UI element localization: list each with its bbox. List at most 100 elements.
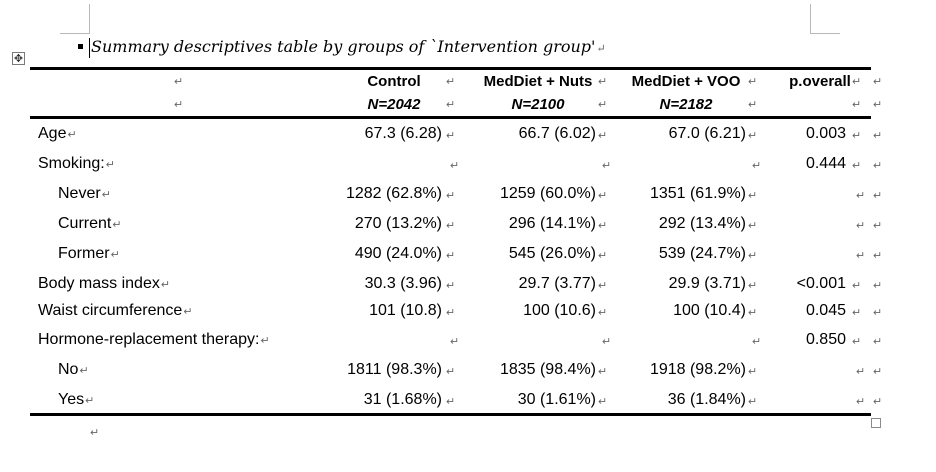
- table-cell[interactable]: 30 (1.61%): [517, 391, 596, 408]
- row-label[interactable]: Hormone-replacement therapy:↵: [38, 330, 270, 351]
- table-cell[interactable]: 292 (13.4%): [658, 215, 746, 232]
- table-cell[interactable]: 0.003: [805, 125, 846, 142]
- cell-end-mark-icon: ↵: [748, 76, 758, 88]
- table-cell[interactable]: 100 (10.4): [673, 302, 746, 319]
- cell-end-mark-icon: ↵: [598, 190, 608, 202]
- cell-end-mark-icon: ↵: [852, 130, 862, 142]
- column-header[interactable]: MedDiet + Nuts: [483, 73, 593, 90]
- cell-end-mark-icon: ↵: [602, 160, 612, 172]
- table-cell[interactable]: 36 (1.84%): [667, 391, 746, 408]
- row-end-mark-icon: ↵: [873, 280, 883, 292]
- table-cell[interactable]: 1282 (62.8%): [345, 185, 442, 202]
- row-label-text: Yes: [58, 391, 85, 408]
- table-cell[interactable]: 0.850: [805, 331, 846, 348]
- page-margin-corner-top-left: [60, 4, 90, 34]
- cell-end-mark-icon: ↵: [446, 280, 456, 292]
- cell-end-mark-icon: ↵: [856, 366, 866, 378]
- cell-end-mark-icon: ↵: [852, 336, 862, 348]
- cell-end-mark-icon: ↵: [852, 307, 862, 319]
- column-header[interactable]: MedDiet + VOO: [631, 73, 741, 90]
- cell-end-mark-icon: ↵: [852, 280, 862, 292]
- cell-end-mark-icon: ↵: [598, 307, 608, 319]
- table-cell[interactable]: 1811 (98.3%): [347, 361, 442, 378]
- table-cell[interactable]: 67.0 (6.21): [668, 125, 746, 142]
- column-sample-size: N=2182: [659, 96, 713, 113]
- row-end-mark-icon: ↵: [873, 160, 883, 172]
- cell-end-mark-icon: ↵: [752, 160, 762, 172]
- table-cell[interactable]: 539 (24.7%): [658, 245, 746, 262]
- row-label[interactable]: Smoking:↵: [38, 154, 115, 175]
- column-sample-size: N=2100: [511, 96, 565, 113]
- table-cell[interactable]: 66.7 (6.02): [518, 125, 596, 142]
- table-cell[interactable]: 100 (10.6): [523, 302, 596, 319]
- cell-end-mark-icon: ↵: [446, 130, 456, 142]
- cell-end-mark-icon: ↵: [446, 220, 456, 232]
- row-label-text: Smoking:: [38, 155, 105, 172]
- table-cell[interactable]: 0.444: [805, 155, 846, 172]
- cell-end-mark-icon: ↵: [105, 159, 115, 171]
- cell-end-mark-icon: ↵: [174, 99, 184, 111]
- table-caption: Summary descriptives table by groups of …: [78, 36, 606, 58]
- cell-end-mark-icon: ↵: [79, 365, 89, 377]
- table-cell[interactable]: 296 (14.1%): [508, 215, 596, 232]
- paragraph-mark-icon: ↵: [596, 42, 606, 55]
- row-label-text: Never: [58, 185, 101, 202]
- column-sample-size: N=2042: [367, 96, 421, 113]
- table-cell[interactable]: 1918 (98.2%): [649, 361, 746, 378]
- column-header[interactable]: Control: [367, 73, 421, 90]
- table-cell[interactable]: 67.3 (6.28): [364, 125, 442, 142]
- row-label-text: Age: [38, 125, 67, 142]
- cell-end-mark-icon: ↵: [748, 130, 758, 142]
- table-header-border: [30, 116, 871, 119]
- caption-text[interactable]: Summary descriptives table by groups of …: [91, 37, 596, 56]
- row-label-text: Waist circumference: [38, 302, 183, 319]
- cell-end-mark-icon: ↵: [748, 396, 758, 408]
- cell-end-mark-icon: ↵: [260, 335, 270, 347]
- paragraph-mark-icon: ↵: [90, 427, 100, 439]
- row-label-text: Body mass index: [38, 275, 160, 292]
- cell-end-mark-icon: ↵: [446, 307, 456, 319]
- cell-end-mark-icon: ↵: [752, 336, 762, 348]
- cell-end-mark-icon: ↵: [174, 76, 184, 88]
- cell-end-mark-icon: ↵: [856, 220, 866, 232]
- table-cell[interactable]: 29.9 (3.71): [668, 275, 746, 292]
- cell-end-mark-icon: ↵: [852, 99, 862, 111]
- resize-square-icon[interactable]: [871, 418, 881, 428]
- row-label[interactable]: Current↵: [58, 214, 122, 235]
- column-header[interactable]: p.overall: [789, 73, 851, 90]
- row-label[interactable]: Never↵: [58, 184, 111, 205]
- table-cell[interactable]: 31 (1.68%): [363, 391, 442, 408]
- cell-end-mark-icon: ↵: [110, 249, 120, 261]
- table-cell[interactable]: 1259 (60.0%): [499, 185, 596, 202]
- cell-end-mark-icon: ↵: [598, 220, 608, 232]
- row-label[interactable]: Age↵: [38, 124, 77, 145]
- row-label[interactable]: No↵: [58, 360, 89, 381]
- cell-end-mark-icon: ↵: [748, 190, 758, 202]
- row-label[interactable]: Body mass index↵: [38, 274, 170, 295]
- table-top-border: [30, 67, 871, 70]
- table-cell[interactable]: 270 (13.2%): [354, 215, 442, 232]
- cell-end-mark-icon: ↵: [598, 99, 608, 111]
- table-cell[interactable]: <0.001: [796, 275, 846, 292]
- paragraph-bullet-icon: [78, 44, 83, 49]
- cell-end-mark-icon: ↵: [856, 396, 866, 408]
- table-cell[interactable]: 101 (10.8): [369, 302, 442, 319]
- cell-end-mark-icon: ↵: [450, 336, 460, 348]
- table-cell[interactable]: 1351 (61.9%): [649, 185, 746, 202]
- table-cell[interactable]: 545 (26.0%): [508, 245, 596, 262]
- cell-end-mark-icon: ↵: [748, 250, 758, 262]
- row-label[interactable]: Waist circumference↵: [38, 301, 193, 322]
- row-label[interactable]: Former↵: [58, 244, 120, 265]
- table-cell[interactable]: 0.045: [805, 302, 846, 319]
- cell-end-mark-icon: ↵: [67, 129, 77, 141]
- cell-end-mark-icon: ↵: [748, 307, 758, 319]
- table-cell[interactable]: 490 (24.0%): [354, 245, 442, 262]
- table-cell[interactable]: 30.3 (3.96): [364, 275, 442, 292]
- row-label-text: Former: [58, 245, 110, 262]
- move-crosshair-icon[interactable]: ✥: [12, 52, 25, 65]
- row-label[interactable]: Yes↵: [58, 390, 94, 411]
- cell-end-mark-icon: ↵: [856, 190, 866, 202]
- table-cell[interactable]: 29.7 (3.77): [518, 275, 596, 292]
- cell-end-mark-icon: ↵: [183, 306, 193, 318]
- table-cell[interactable]: 1835 (98.4%): [499, 361, 596, 378]
